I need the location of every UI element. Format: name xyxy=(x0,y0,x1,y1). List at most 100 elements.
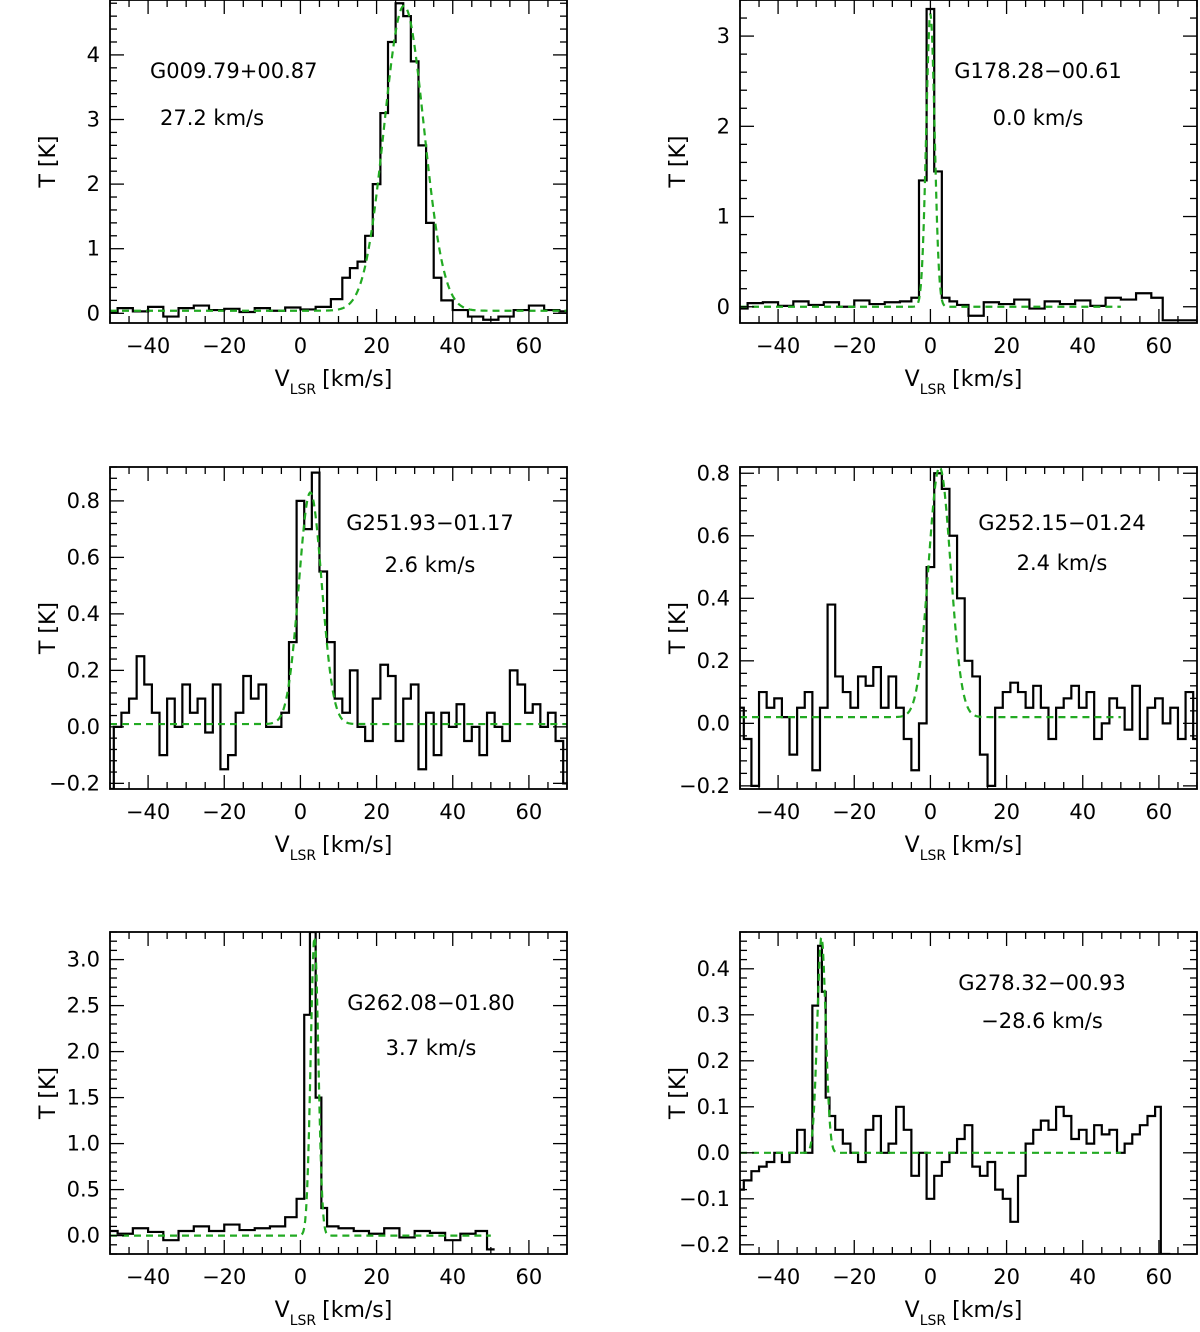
x-tick-label: 20 xyxy=(363,1265,390,1289)
y-tick-label: 0.2 xyxy=(697,649,730,673)
y-tick-label: 0.0 xyxy=(697,1141,730,1165)
gaussian-fit-line xyxy=(740,934,1121,1154)
y-tick-label: 0.6 xyxy=(67,545,100,569)
x-tick-label: 20 xyxy=(993,1265,1020,1289)
y-tick-label: 0.1 xyxy=(697,1095,730,1119)
x-tick-label: 40 xyxy=(1069,800,1096,824)
y-tick-label: 1 xyxy=(87,237,100,261)
y-tick-label: 3 xyxy=(717,24,730,48)
panel-g251: −40 −20 0 20 40 60 −0.2 0.0 0.2 0.4 0.6 0.8 T [K] VLS… xyxy=(36,466,568,864)
x-axis-label-unit: [km/s] xyxy=(952,367,1022,392)
x-tick-label: 0 xyxy=(294,334,307,358)
y-tick-label: 1.5 xyxy=(67,1086,100,1110)
y-tick-label: 2 xyxy=(87,172,100,196)
velocity-label: −28.6 km/s xyxy=(981,1009,1103,1033)
y-tick-label: 0.6 xyxy=(697,524,730,548)
source-name-label: G252.15−01.24 xyxy=(978,511,1145,535)
x-tick-label: 0 xyxy=(924,1265,937,1289)
x-tick-label: 0 xyxy=(924,800,937,824)
x-tick-label: 40 xyxy=(1069,1265,1096,1289)
y-tick-label: 0 xyxy=(87,301,100,325)
y-tick-label: 2 xyxy=(717,114,730,138)
x-axis-label-unit: [km/s] xyxy=(322,833,392,858)
velocity-label: 2.4 km/s xyxy=(1017,551,1108,575)
panel-g009: −40 −20 0 20 40 60 0 1 2 3 4 T [K] VLSR [km/s] G009.79… xyxy=(36,0,568,398)
source-name-label: G278.32−00.93 xyxy=(958,971,1125,995)
source-name-label: G178.28−00.61 xyxy=(954,59,1121,83)
observed-spectrum-line xyxy=(740,472,1197,787)
y-tick-label: 0.4 xyxy=(697,586,730,610)
y-axis-label: T [K] xyxy=(36,135,61,188)
x-tick-label: 20 xyxy=(363,800,390,824)
source-name-label: G009.79+00.87 xyxy=(150,59,317,83)
x-tick-label: −20 xyxy=(202,1265,246,1289)
observed-spectrum-line xyxy=(110,471,567,789)
x-axis-label-unit: [km/s] xyxy=(322,367,392,392)
x-axis-label: VLSR [km/s] xyxy=(905,833,1023,864)
y-axis-label: T [K] xyxy=(36,602,61,655)
x-axis-label-main: V xyxy=(275,833,290,858)
observed-spectrum-line xyxy=(740,944,1171,1254)
y-tick-label: 0.8 xyxy=(67,489,100,513)
x-tick-label: 20 xyxy=(993,800,1020,824)
x-tick-label: −40 xyxy=(756,334,800,358)
x-tick-label: 60 xyxy=(1146,1265,1173,1289)
panel-g278: −40 −20 0 20 40 60 −0.2 −0.1 0.0 0.1 0.2 0.3 0.4 T [K… xyxy=(666,931,1198,1329)
y-tick-label: 0.5 xyxy=(67,1178,100,1202)
y-tick-label: 0.4 xyxy=(697,957,730,981)
x-tick-label: 0 xyxy=(294,800,307,824)
x-axis-label-main: V xyxy=(905,1298,920,1323)
y-tick-label: 1 xyxy=(717,205,730,229)
y-tick-label: 2.0 xyxy=(67,1040,100,1064)
x-tick-label: 40 xyxy=(1069,334,1096,358)
gaussian-fit-line xyxy=(110,4,567,312)
x-tick-label: 60 xyxy=(516,334,543,358)
y-tick-label: 0.3 xyxy=(697,1003,730,1027)
x-tick-label: −20 xyxy=(202,800,246,824)
x-axis-label-main: V xyxy=(275,367,290,392)
x-axis-label: VLSR [km/s] xyxy=(905,367,1023,398)
x-axis-label-main: V xyxy=(905,833,920,858)
observed-spectrum-line xyxy=(740,7,1197,322)
y-axis-label: T [K] xyxy=(666,1067,691,1120)
gaussian-fit-line xyxy=(110,491,567,726)
x-axis-label-unit: [km/s] xyxy=(952,833,1022,858)
plot-frame xyxy=(109,931,568,1255)
x-axis-label-sub: LSR xyxy=(920,382,947,398)
velocity-label: 0.0 km/s xyxy=(993,106,1084,130)
plot-frame xyxy=(109,0,568,324)
x-tick-label: 60 xyxy=(1146,800,1173,824)
x-tick-label: −40 xyxy=(756,800,800,824)
y-tick-label: 0.0 xyxy=(67,1224,100,1248)
x-tick-label: −40 xyxy=(126,334,170,358)
x-tick-label: −20 xyxy=(202,334,246,358)
y-tick-label: 0.0 xyxy=(697,711,730,735)
x-tick-label: −40 xyxy=(126,1265,170,1289)
x-tick-label: −20 xyxy=(832,800,876,824)
x-axis-label: VLSR [km/s] xyxy=(275,367,393,398)
x-tick-label: 0 xyxy=(924,334,937,358)
x-axis-label-main: V xyxy=(905,367,920,392)
y-tick-label: 3.0 xyxy=(67,948,100,972)
x-axis-label-sub: LSR xyxy=(290,1313,317,1329)
observed-spectrum-line xyxy=(110,2,567,321)
y-tick-label: 0.4 xyxy=(67,602,100,626)
x-axis-label-unit: [km/s] xyxy=(322,1298,392,1323)
panel-g178: −40 −20 0 20 40 60 0 1 2 3 T [K] VLSR [km/s] G178.28−… xyxy=(666,0,1198,398)
gaussian-fit-line xyxy=(110,936,491,1237)
y-tick-label: 0.2 xyxy=(697,1049,730,1073)
x-axis-label-main: V xyxy=(275,1298,290,1323)
y-tick-label: −0.2 xyxy=(49,771,100,795)
source-name-label: G262.08−01.80 xyxy=(347,991,514,1015)
x-axis-label: VLSR [km/s] xyxy=(275,1298,393,1329)
y-tick-label: 3 xyxy=(87,108,100,132)
x-tick-label: 20 xyxy=(993,334,1020,358)
y-tick-label: 2.5 xyxy=(67,994,100,1018)
x-axis-label-sub: LSR xyxy=(290,848,317,864)
y-tick-label: −0.2 xyxy=(679,774,730,798)
y-tick-label: 0.8 xyxy=(697,461,730,485)
velocity-label: 2.6 km/s xyxy=(385,553,476,577)
y-axis-label: T [K] xyxy=(666,135,691,188)
y-tick-label: 0.0 xyxy=(67,715,100,739)
